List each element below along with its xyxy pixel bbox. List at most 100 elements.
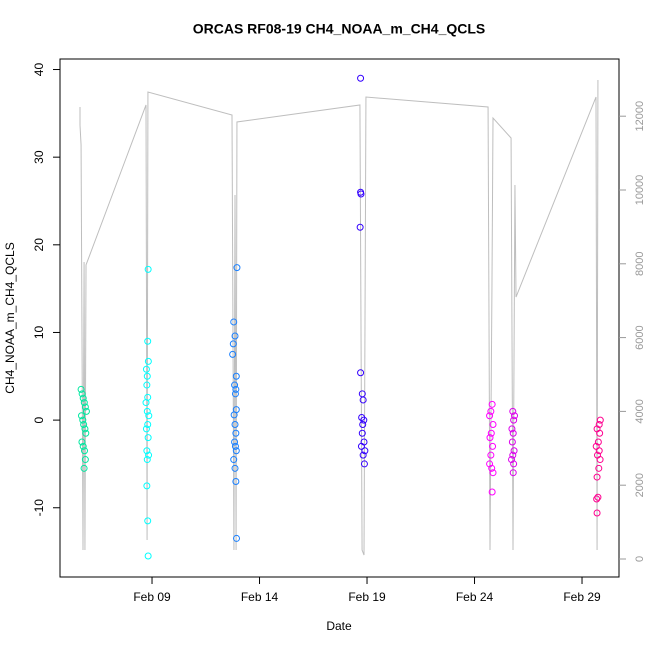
y-axis-label: CH4_NOAA_m_CH4_QCLS: [3, 242, 17, 393]
data-point: [232, 429, 240, 437]
data-point: [230, 411, 238, 419]
data-point: [78, 438, 86, 446]
data-point: [486, 434, 494, 442]
data-point: [81, 403, 89, 411]
data-point: [357, 442, 365, 450]
data-point: [77, 385, 85, 393]
data-point: [488, 464, 496, 472]
y-tick-label: -10: [32, 499, 46, 517]
data-point: [143, 372, 151, 380]
data-point: [487, 451, 495, 459]
data-point: [144, 552, 152, 560]
data-point: [359, 420, 367, 428]
data-point: [142, 425, 150, 433]
data-point: [143, 407, 151, 415]
y2-tick-label: 2000: [634, 473, 646, 497]
data-point: [81, 456, 89, 464]
data-point: [596, 456, 604, 464]
data-point: [231, 442, 239, 450]
data-point: [487, 429, 495, 437]
data-point: [231, 381, 239, 389]
data-point: [357, 369, 365, 377]
y-tick-label: 40: [32, 63, 46, 77]
data-point: [143, 381, 151, 389]
data-point: [232, 477, 240, 485]
data-point: [508, 425, 516, 433]
data-point: [143, 447, 151, 455]
data-point: [142, 365, 150, 373]
data-point: [82, 407, 90, 415]
data-point: [508, 438, 516, 446]
data-point: [145, 412, 153, 420]
y2-tick-label: 10000: [634, 175, 646, 206]
data-point: [233, 264, 241, 272]
data-point: [231, 438, 239, 446]
data-point: [596, 429, 604, 437]
data-point: [144, 420, 152, 428]
data-point: [80, 399, 88, 407]
data-point: [509, 469, 517, 477]
y2-tick-label: 6000: [634, 325, 646, 349]
data-point: [143, 456, 151, 464]
data-point: [79, 394, 87, 402]
y2-tick-label: 4000: [634, 399, 646, 423]
data-point: [229, 340, 237, 348]
x-tick-label: Feb 09: [133, 590, 171, 604]
data-point: [231, 390, 239, 398]
data-point: [593, 495, 601, 503]
data-point: [595, 464, 603, 472]
data-point: [143, 482, 151, 490]
data-point: [488, 488, 496, 496]
data-point: [358, 429, 366, 437]
data-point: [144, 337, 152, 345]
x-tick-label: Feb 14: [241, 590, 279, 604]
y2-tick-label: 8000: [634, 252, 646, 276]
x-axis-label: Date: [326, 619, 352, 633]
data-point: [509, 429, 517, 437]
y-tick-label: 20: [32, 238, 46, 252]
data-point: [144, 434, 152, 442]
data-point: [82, 429, 90, 437]
data-point: [510, 416, 518, 424]
data-point: [360, 460, 368, 468]
line: [79, 79, 599, 556]
data-point: [233, 534, 241, 542]
data-point: [595, 420, 603, 428]
data-point: [229, 350, 237, 358]
data-point: [357, 74, 365, 82]
x-tick-label: Feb 24: [456, 590, 494, 604]
data-point: [78, 390, 86, 398]
data-point: [359, 396, 367, 404]
data-point: [508, 456, 515, 464]
data-point: [232, 372, 240, 380]
data-point: [486, 460, 494, 468]
data-point: [144, 357, 152, 365]
y2-tick-label: 12000: [634, 101, 646, 132]
plot-frame: [59, 58, 620, 578]
data-point: [488, 400, 496, 408]
data-point: [510, 460, 518, 468]
data-point: [81, 425, 89, 433]
data-point: [80, 464, 88, 472]
y-tick-label: 0: [32, 416, 46, 423]
data-point: [509, 451, 517, 459]
data-point: [79, 416, 87, 424]
data-point: [510, 447, 518, 455]
data-point: [509, 407, 517, 415]
y2-tick-label: 0: [634, 556, 646, 562]
data-point: [489, 469, 497, 477]
data-point: [489, 442, 497, 450]
data-point: [361, 447, 369, 455]
data-point: [231, 420, 239, 428]
data-point: [230, 318, 238, 326]
data-point: [487, 407, 495, 415]
data-point: [142, 399, 150, 407]
data-point: [79, 442, 87, 450]
y-tick-label: 10: [32, 325, 46, 339]
data-point: [78, 412, 85, 420]
data-point: [486, 412, 494, 420]
x-tick-label: Feb 29: [563, 590, 601, 604]
data-point: [593, 509, 601, 517]
data-point: [144, 265, 152, 273]
